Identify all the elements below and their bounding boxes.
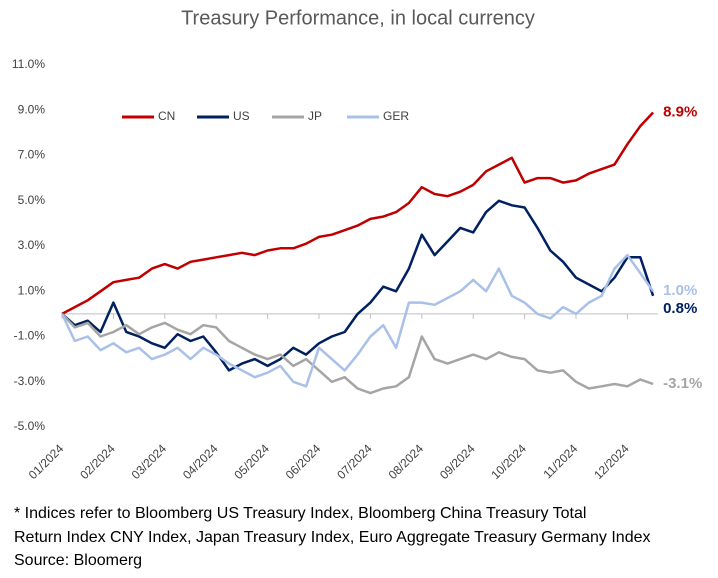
x-tick-label: 06/2024 <box>283 441 324 482</box>
y-tick-label: -5.0% <box>14 419 46 433</box>
series-line <box>60 253 655 388</box>
footnote: Return Index CNY Index, Japan Treasury I… <box>14 529 651 546</box>
y-tick-label: 11.0% <box>12 57 45 71</box>
y-tick-label: 7.0% <box>18 148 46 162</box>
series-line <box>61 111 655 316</box>
x-tick-label: 10/2024 <box>488 441 529 482</box>
x-tick-label: 11/2024 <box>540 441 580 481</box>
footnote: * Indices refer to Bloomberg US Treasury… <box>14 505 586 522</box>
legend-label: JP <box>308 109 322 123</box>
x-tick-label: 09/2024 <box>437 441 478 482</box>
chart-title: Treasury Performance, in local currency <box>181 7 535 29</box>
legend-label: GER <box>383 109 409 123</box>
end-label: 0.8% <box>663 300 697 317</box>
y-tick-label: 3.0% <box>18 238 46 252</box>
series-line <box>61 313 654 395</box>
y-tick-label: -1.0% <box>14 329 46 343</box>
y-tick-label: 5.0% <box>18 193 46 207</box>
x-tick-label: 01/2024 <box>26 441 67 482</box>
footnote: Source: Bloomerg <box>14 552 142 569</box>
legend-label: CN <box>158 109 175 123</box>
x-tick-label: 08/2024 <box>386 441 427 482</box>
y-tick-label: -3.0% <box>14 374 46 388</box>
series-line <box>61 199 655 372</box>
end-label: 1.0% <box>663 282 697 299</box>
end-label: 8.9% <box>663 103 697 120</box>
x-tick-label: 12/2024 <box>591 441 632 482</box>
x-tick-label: 02/2024 <box>77 441 118 482</box>
x-tick-label: 04/2024 <box>180 441 221 482</box>
x-tick-label: 03/2024 <box>129 441 170 482</box>
y-tick-label: 9.0% <box>18 102 46 116</box>
x-tick-label: 07/2024 <box>334 441 375 482</box>
legend-label: US <box>233 109 250 123</box>
end-label: -3.1% <box>663 375 702 392</box>
x-tick-label: 05/2024 <box>231 441 272 482</box>
y-tick-label: 1.0% <box>18 283 46 297</box>
